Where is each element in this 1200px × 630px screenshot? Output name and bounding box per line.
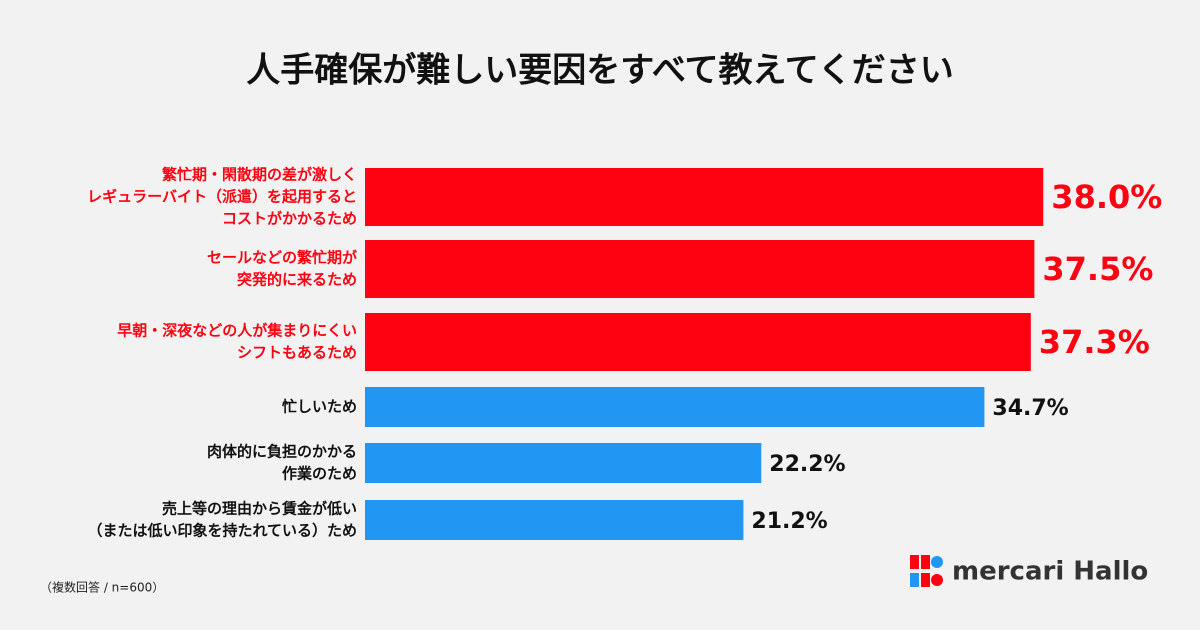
footnote: （複数回答 / n=600） — [40, 580, 164, 595]
category-label: 繁忙期・閑散期の差が激しく — [161, 166, 357, 184]
value-label: 37.3% — [1039, 323, 1150, 361]
bar — [365, 387, 985, 427]
category-label: 突発的に来るため — [237, 271, 357, 289]
category-label: 作業のため — [282, 465, 357, 483]
brand-logo — [910, 555, 943, 587]
bar — [365, 240, 1035, 298]
value-label: 21.2% — [751, 509, 827, 534]
category-label: 早朝・深夜などの人が集まりにくい — [117, 322, 357, 340]
category-label: シフトもあるため — [237, 344, 357, 362]
bar — [365, 443, 762, 483]
bar — [365, 500, 744, 540]
category-label: （または低い印象を持たれている）ため — [87, 522, 357, 540]
value-label: 38.0% — [1051, 178, 1162, 216]
chart-title: 人手確保が難しい要因をすべて教えてください — [246, 51, 954, 91]
brand-name: mercari Hallo — [952, 557, 1148, 587]
bar — [365, 168, 1044, 226]
category-label: レギュラーバイト（派遣）を起用すると — [87, 188, 357, 206]
value-label: 22.2% — [769, 452, 845, 477]
value-label: 37.5% — [1042, 250, 1153, 288]
category-label: セールなどの繁忙期が — [207, 249, 358, 267]
bar — [365, 313, 1031, 371]
value-label: 34.7% — [992, 396, 1068, 421]
category-label: コストがかかるため — [222, 210, 357, 228]
category-label: 忙しいため — [282, 398, 357, 416]
category-label: 肉体的に負担のかかる — [207, 443, 357, 461]
category-label: 売上等の理由から賃金が低い — [162, 500, 357, 518]
